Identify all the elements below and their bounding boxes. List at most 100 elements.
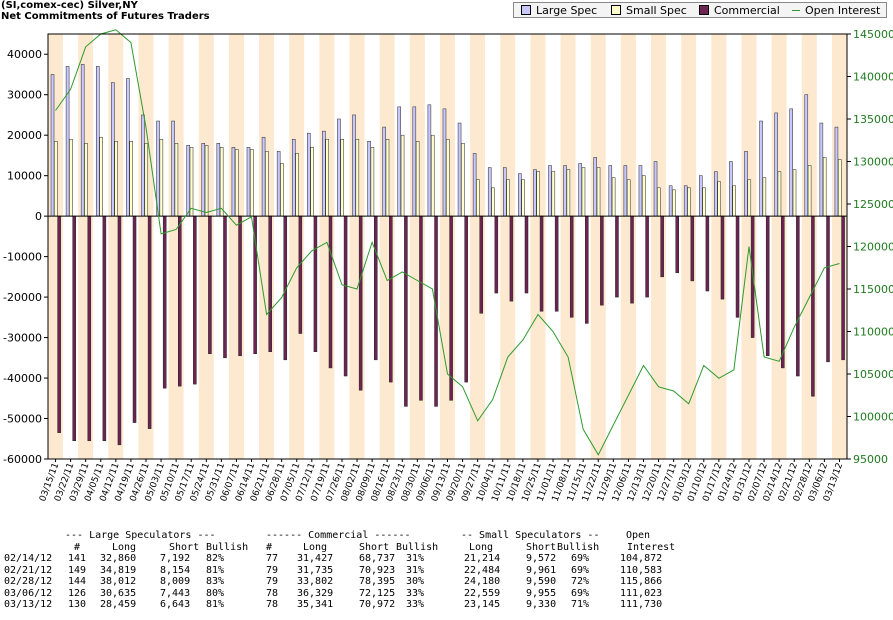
large-spec-bar — [638, 165, 643, 217]
column-header: # — [74, 541, 81, 553]
commercial-bar — [298, 215, 303, 334]
table-row: 03/13/12 130 28,459 6,643 81% 78 35,341 70,972 3… — [4, 599, 884, 611]
large-spec-bar — [80, 64, 85, 217]
commercial-bar — [313, 215, 318, 352]
cot-chart: -60000 -50000 -40000 -30000 -20000 -10000 0 100… — [3, 28, 893, 503]
small-spec-bar — [69, 138, 73, 217]
table-cell: 70,923 — [359, 564, 396, 576]
small-spec-bar — [234, 149, 239, 217]
table-cell: 8,154 — [160, 564, 191, 576]
legend-item-small-spec: Small Spec — [611, 4, 687, 17]
open-interest-line-swatch — [792, 10, 800, 11]
large-spec-bar — [608, 165, 613, 217]
large-spec-bar — [246, 147, 251, 217]
small-spec-bar — [446, 138, 450, 217]
small-spec-bar — [687, 187, 691, 217]
column-band — [605, 34, 621, 459]
commercial-bar — [223, 215, 227, 359]
table-cell: 115,866 — [620, 576, 663, 587]
commercial-bar — [690, 215, 695, 282]
large-spec-bar — [548, 165, 552, 217]
small-spec-bar — [551, 171, 556, 217]
table-cell: 141 — [68, 553, 87, 564]
table-cell: 30,635 — [100, 587, 137, 599]
commercial-swatch — [699, 5, 709, 15]
y-right-tick-label: 140000 — [853, 71, 893, 84]
small-spec-bar — [99, 136, 103, 217]
commercial-bar — [509, 215, 514, 302]
table-cell: 104,872 — [620, 553, 663, 564]
y-left-tick-label: 10000 — [7, 170, 42, 183]
y-right-tick-label: 145000 — [853, 28, 893, 41]
large-spec-bar — [503, 167, 507, 217]
commercial-bar — [57, 215, 61, 433]
commercial-bar — [373, 215, 378, 361]
table-cell: 69% — [571, 553, 590, 564]
commercial-bar — [630, 215, 634, 304]
column-band — [515, 34, 531, 459]
commercial-bar — [117, 215, 122, 446]
large-spec-bar — [352, 114, 356, 217]
small-spec-bar — [732, 185, 736, 217]
small-spec-bar — [777, 171, 782, 217]
table-cell: 35,341 — [297, 599, 334, 610]
y-right-tick-label: 135000 — [853, 113, 893, 126]
legend-label-small-spec: Small Spec — [626, 4, 687, 17]
small-spec-bar — [159, 138, 164, 217]
table-cell: 81% — [206, 599, 225, 610]
table-cell: 33,802 — [297, 576, 334, 587]
commercial-bar — [660, 215, 664, 278]
commercial-bar — [841, 215, 845, 361]
y-right-tick-label: 95000 — [853, 453, 888, 466]
column-band — [470, 34, 486, 459]
table-cell: 71% — [571, 599, 590, 610]
commercial-bar — [750, 215, 755, 338]
table-cell: 69% — [571, 564, 590, 576]
large-spec-bar — [804, 94, 809, 217]
commercial-bar — [404, 215, 408, 407]
commercial-bar — [419, 215, 423, 401]
table-cell: 24,180 — [464, 576, 501, 587]
small-spec-bar — [521, 179, 525, 217]
chart-legend: Large Spec Small Spec Commercial Open In… — [513, 2, 887, 18]
table-cell: 38,012 — [100, 576, 137, 587]
table-cell: 31,735 — [297, 564, 334, 576]
small-spec-bar — [280, 163, 284, 217]
table-cell: 130 — [68, 599, 87, 610]
small-spec-bar — [822, 157, 827, 217]
commercial-bar — [479, 215, 484, 314]
small-spec-bar — [400, 134, 405, 217]
large-spec-bar — [623, 165, 628, 217]
table-cell: 79 — [266, 576, 279, 587]
commercial-bar — [569, 215, 574, 318]
y-right-tick-label: 105000 — [853, 368, 893, 381]
small-spec-bar — [642, 175, 646, 217]
column-band — [666, 34, 682, 459]
small-spec-bar — [626, 179, 631, 217]
small-spec-bar — [204, 145, 209, 217]
small-spec-bar — [370, 147, 375, 217]
small-spec-bar — [792, 169, 797, 217]
large-spec-bar — [291, 138, 296, 217]
large-spec-bar — [65, 66, 70, 217]
large-spec-bar — [472, 153, 477, 217]
commercial-bar — [449, 215, 453, 401]
large-spec-bar — [593, 157, 597, 217]
table-cell: 80% — [206, 587, 225, 599]
table-cell: 144 — [68, 576, 87, 587]
group-header-commercial: ------ Commercial ------ — [266, 530, 411, 541]
small-spec-bar — [491, 187, 495, 217]
small-spec-bar — [506, 179, 510, 217]
small-spec-bar — [838, 159, 842, 217]
legend-label-commercial: Commercial — [714, 4, 780, 17]
group-header-open: Open — [626, 530, 651, 541]
column-header: Long — [469, 541, 494, 553]
commercial-bar — [735, 215, 740, 318]
large-spec-bar — [759, 120, 763, 217]
commercial-bar — [615, 215, 619, 298]
table-cell: 30% — [406, 576, 425, 587]
commercial-bar — [87, 215, 92, 442]
column-header: Long — [303, 541, 328, 553]
y-left-tick-label: -20000 — [3, 291, 42, 304]
large-spec-bar — [427, 104, 432, 217]
